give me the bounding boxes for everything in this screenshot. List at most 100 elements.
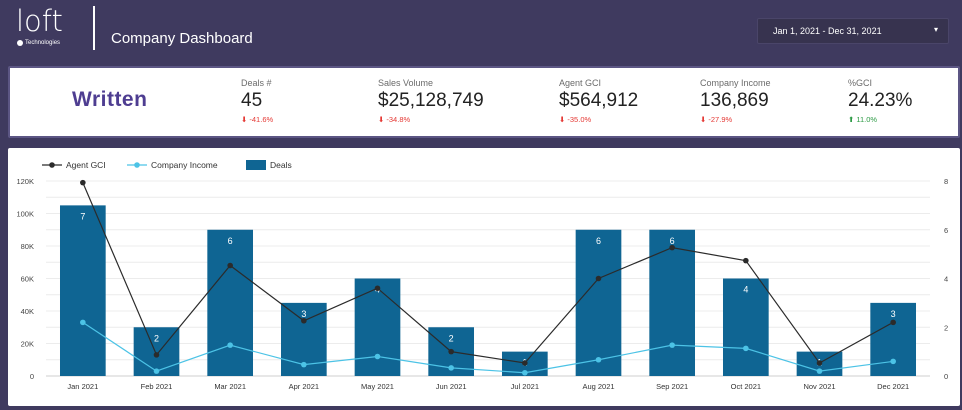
- bar-data-label: 4: [743, 285, 748, 295]
- header-divider: [93, 6, 95, 50]
- company-income-point: [669, 342, 675, 348]
- bar-deals: [722, 278, 769, 376]
- x-axis-tick: Mar 2021: [214, 382, 246, 391]
- chart-card: 020K40K60K80K100K120K02468726342166413Ja…: [8, 148, 960, 406]
- y-axis-left-tick: 0: [30, 372, 34, 381]
- legend-company-income-label: Company Income: [151, 160, 218, 170]
- y-axis-left-tick: 120K: [16, 177, 34, 186]
- arrow-up-icon: ⬆: [848, 115, 855, 124]
- agent-gci-point: [80, 179, 86, 186]
- y-axis-left-tick: 60K: [21, 275, 34, 284]
- bar-data-label: 3: [301, 309, 306, 319]
- kpi-pct-gci: %GCI 24.23% ⬆ 11.0%: [848, 78, 912, 124]
- x-axis-tick: Oct 2021: [731, 382, 761, 391]
- x-axis-tick: Apr 2021: [289, 382, 319, 391]
- company-income-point: [890, 358, 896, 365]
- agent-gci-point: [301, 317, 307, 324]
- kpi-company-income: Company Income 136,869 ⬇ -27.9%: [700, 78, 771, 124]
- x-axis-tick: May 2021: [361, 382, 394, 391]
- arrow-down-icon: ⬇: [241, 115, 248, 124]
- company-income-point: [301, 361, 307, 368]
- agent-gci-point: [448, 348, 454, 355]
- company-income-point: [522, 369, 528, 376]
- y-axis-left-tick: 80K: [21, 242, 34, 251]
- logo-sub-text: Technologies: [25, 40, 61, 46]
- agent-gci-point: [227, 262, 233, 269]
- company-income-point: [80, 319, 86, 326]
- legend-deals-label: Deals: [270, 160, 292, 170]
- bar-data-label: 6: [596, 236, 601, 246]
- agent-gci-point: [595, 275, 602, 282]
- company-income-line: [82, 321, 894, 374]
- kpi-change: ⬇ -34.8%: [378, 115, 411, 124]
- x-axis-tick: Jul 2021: [511, 382, 539, 391]
- caret-down-icon[interactable]: ▾: [933, 25, 938, 34]
- header-bar: loft Technologies Company Dashboard Jan …: [0, 0, 962, 56]
- agent-gci-point: [743, 257, 749, 264]
- bar-data-label: 3: [891, 309, 896, 319]
- kpi-value: 45: [241, 90, 263, 111]
- agent-gci-point: [374, 285, 381, 292]
- agent-gci-point: [669, 244, 675, 251]
- kpi-label: %GCI: [848, 78, 873, 88]
- company-income-point: [816, 368, 823, 374]
- y-axis-right-tick: 2: [944, 323, 948, 332]
- legend-agent-gci-label: Agent GCI: [66, 160, 106, 170]
- legend-deals-swatch: [246, 160, 266, 170]
- page-title: Company Dashboard: [111, 30, 253, 47]
- y-axis-right-tick: 8: [944, 177, 948, 186]
- x-axis-tick: Sep 2021: [656, 382, 688, 391]
- logo-subtitle: Technologies: [17, 40, 60, 46]
- company-income-point: [227, 342, 233, 348]
- company-income-point: [374, 353, 381, 360]
- agent-gci-point: [522, 360, 528, 366]
- kpi-label: Company Income: [700, 78, 771, 88]
- y-axis-right-tick: 0: [944, 372, 948, 381]
- kpi-deals: Deals # 45 ⬇ -41.6%: [241, 78, 273, 124]
- kpi-change: ⬆ 11.0%: [848, 115, 878, 124]
- bar-data-label: 6: [228, 236, 233, 246]
- arrow-down-icon: ⬇: [559, 115, 566, 124]
- x-axis-tick: Aug 2021: [582, 382, 614, 391]
- kpi-value: 136,869: [700, 90, 769, 111]
- kpi-change: ⬇ -41.6%: [241, 115, 274, 124]
- x-axis-tick: Jan 2021: [67, 382, 98, 391]
- date-range-text: Jan 1, 2021 - Dec 31, 2021: [773, 26, 882, 36]
- legend-agent-gci-marker: [49, 162, 55, 168]
- x-axis-tick: Feb 2021: [141, 382, 173, 391]
- bar-deals: [207, 229, 254, 376]
- x-axis-tick: Nov 2021: [803, 382, 835, 391]
- kpi-value: $25,128,749: [378, 90, 484, 111]
- legend-company-income-marker: [134, 162, 140, 168]
- agent-gci-point: [153, 352, 160, 358]
- company-income-point: [153, 368, 160, 374]
- bar-deals: [575, 229, 622, 376]
- company-income-point: [595, 356, 602, 363]
- agent-gci-point: [890, 319, 896, 326]
- y-axis-left-tick: 100K: [16, 210, 34, 219]
- kpi-label: Agent GCI: [559, 78, 602, 88]
- kpi-label: Deals #: [241, 78, 272, 88]
- section-label: Written: [72, 88, 148, 111]
- kpi-scorecard: Written Deals # 45 ⬇ -41.6% Sales Volume…: [8, 66, 960, 138]
- y-axis-left-tick: 40K: [21, 307, 34, 316]
- bar-data-label: 6: [670, 236, 675, 246]
- combo-chart[interactable]: 020K40K60K80K100K120K02468726342166413Ja…: [8, 148, 960, 406]
- kpi-label: Sales Volume: [378, 78, 434, 88]
- kpi-agent-gci: Agent GCI $564,912 ⬇ -35.0%: [559, 78, 638, 124]
- company-logo[interactable]: loft Technologies: [14, 4, 76, 52]
- arrow-down-icon: ⬇: [700, 115, 707, 124]
- x-axis-tick: Jun 2021: [436, 382, 467, 391]
- kpi-value: 24.23%: [848, 90, 913, 111]
- date-range-picker[interactable]: Jan 1, 2021 - Dec 31, 2021 ▾: [757, 18, 949, 44]
- y-axis-right-tick: 4: [944, 275, 948, 284]
- arrow-down-icon: ⬇: [378, 115, 385, 124]
- logo-mark-icon: [17, 40, 23, 46]
- agent-gci-point: [816, 360, 823, 366]
- bar-deals: [59, 205, 106, 376]
- company-income-point: [743, 345, 749, 352]
- kpi-change: ⬇ -27.9%: [700, 115, 733, 124]
- bar-data-label: 2: [154, 333, 159, 343]
- bar-data-label: 2: [449, 333, 454, 343]
- y-axis-left-tick: 20K: [21, 340, 34, 349]
